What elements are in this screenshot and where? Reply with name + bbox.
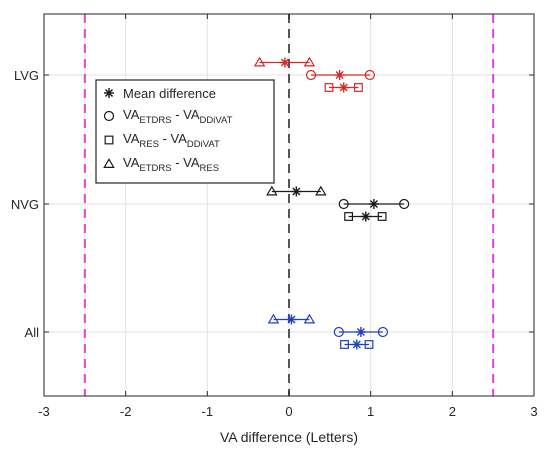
x-tick-label: 0 — [285, 404, 292, 419]
interval-square-all — [340, 339, 374, 350]
mean-marker — [291, 186, 302, 197]
legend-mean-icon — [104, 88, 114, 98]
mean-star-stroke — [280, 58, 289, 67]
y-tick-label: LVG — [14, 68, 39, 83]
interval-high-marker — [377, 326, 389, 338]
x-tick-label: -3 — [38, 404, 50, 419]
legend-subscript: RES — [139, 139, 159, 150]
legend-text: - VA — [172, 107, 200, 122]
interval-circle-all — [333, 326, 389, 338]
legend-subscript: ETDRS — [139, 115, 171, 126]
interval-low-marker — [266, 185, 278, 196]
interval-circle-nvg — [338, 198, 410, 210]
mean-star-stroke — [292, 187, 301, 196]
interval-high-marker — [364, 69, 375, 81]
x-tick-label: 1 — [367, 404, 374, 419]
y-tick-label: NVG — [11, 197, 39, 212]
interval-low-marker — [267, 313, 280, 324]
legend-mean-label: Mean difference — [123, 86, 216, 101]
mean-star-stroke — [104, 88, 114, 98]
x-axis-label: VA difference (Letters) — [220, 429, 358, 445]
interval-high-marker — [399, 198, 410, 210]
interval-low-marker — [344, 212, 354, 221]
interval-low-marker — [324, 83, 334, 92]
legend-square-icon — [104, 135, 114, 145]
ticks: -3 -2 -1 0 1 2 3 LVG NVG All — [11, 14, 538, 419]
legend-entry-label: VARES - VADDiVAT — [123, 131, 220, 150]
mean-marker — [279, 57, 290, 68]
mean-marker — [338, 82, 349, 93]
legend-text: VA — [123, 131, 140, 146]
interval-triangle-nvg — [266, 185, 327, 197]
legend-subscript: DDiVAT — [187, 139, 220, 150]
interval-square-nvg — [344, 211, 387, 222]
x-tick-label: -2 — [120, 404, 132, 419]
interval-high-marker — [315, 185, 327, 196]
x-tick-label: 3 — [530, 404, 537, 419]
legend-entry-label: VAETDRS - VADDiVAT — [123, 107, 233, 126]
interval-high-marker — [303, 56, 316, 67]
legend-text: VA — [123, 155, 140, 170]
x-tick-label: -1 — [202, 404, 214, 419]
y-tick-label: All — [25, 325, 40, 340]
interval-high-marker — [364, 340, 374, 349]
legend-text: VA — [123, 107, 140, 122]
mean-star-stroke — [361, 212, 370, 221]
legend-triangle-icon — [103, 158, 115, 168]
mean-star-stroke — [356, 327, 365, 337]
interval-low-marker — [253, 56, 266, 67]
mean-star-stroke — [335, 70, 344, 80]
legend-subscript: DDiVAT — [200, 115, 233, 126]
mean-marker — [355, 327, 366, 337]
interval-circle-lvg — [305, 69, 375, 81]
mean-marker — [334, 70, 345, 80]
mean-marker — [360, 211, 371, 222]
interval-high-marker — [377, 212, 387, 221]
mean-marker — [368, 199, 379, 209]
mean-marker — [351, 339, 362, 350]
interval-triangle-all — [267, 313, 316, 325]
legend-box — [95, 79, 275, 184]
legend-circle-icon — [103, 110, 115, 122]
interval-low-marker — [340, 340, 349, 349]
interval-high-marker — [303, 313, 316, 324]
interval-triangle-lvg — [253, 56, 316, 68]
mean-star-stroke — [287, 315, 296, 324]
interval-square-lvg — [324, 82, 363, 93]
legend-text: - VA — [159, 131, 187, 146]
x-tick-label: 2 — [449, 404, 456, 419]
interval-low-marker — [338, 198, 349, 210]
mean-star-stroke — [369, 199, 378, 209]
mean-marker — [286, 314, 297, 325]
legend-subscript: RES — [200, 163, 220, 174]
interval-low-marker — [333, 326, 344, 338]
legend-entry-label: VAETDRS - VARES — [123, 155, 219, 174]
mean-star-stroke — [339, 83, 348, 92]
mean-star-stroke — [352, 340, 361, 349]
interval-low-marker — [305, 69, 317, 81]
legend-subscript: ETDRS — [139, 163, 171, 174]
interval-high-marker — [353, 83, 363, 92]
reference-lines — [83, 14, 495, 396]
data-marks — [253, 56, 410, 350]
legend-text: - VA — [172, 155, 200, 170]
